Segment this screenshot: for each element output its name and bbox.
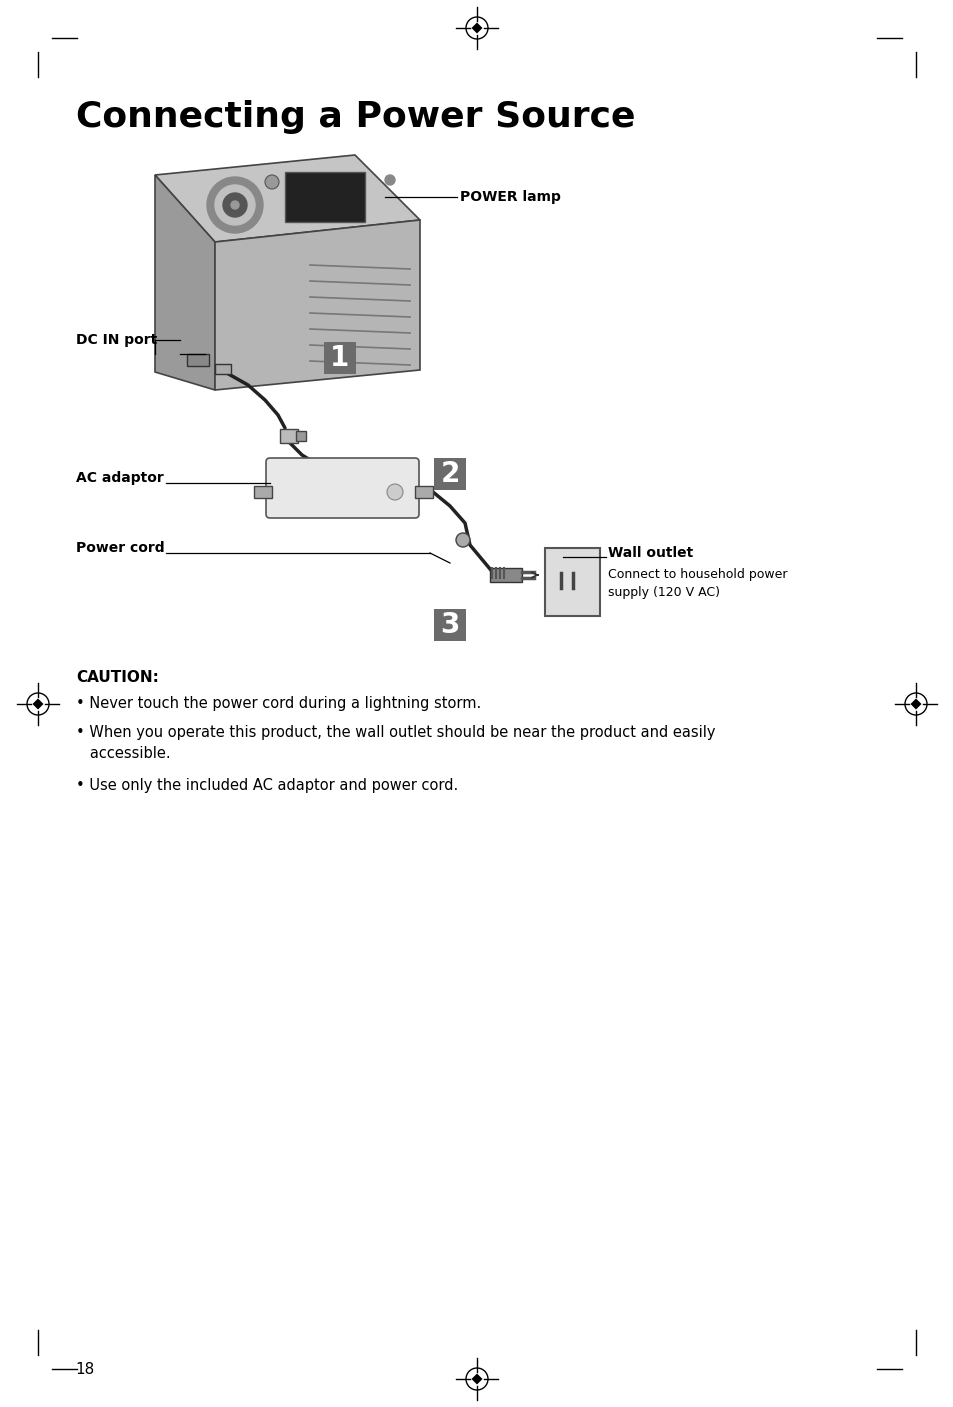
Bar [324,342,355,374]
Text: • When you operate this product, the wall outlet should be near the product and : • When you operate this product, the wal… [76,725,715,761]
Circle shape [223,193,247,217]
Circle shape [231,201,239,210]
Text: AC adaptor: AC adaptor [76,471,164,485]
Polygon shape [154,155,419,242]
Circle shape [207,177,263,234]
Circle shape [456,533,470,547]
Bar [280,429,297,443]
FancyBboxPatch shape [266,459,418,518]
Text: 3: 3 [440,611,459,639]
Text: DC IN port: DC IN port [76,333,157,348]
Text: 2: 2 [440,460,459,488]
Circle shape [265,174,278,189]
Text: POWER lamp: POWER lamp [459,190,560,204]
Bar [434,459,465,490]
Text: Power cord: Power cord [76,542,165,554]
Bar [214,364,231,374]
Text: 1: 1 [330,343,349,371]
Bar [253,485,272,498]
Polygon shape [471,1373,482,1384]
Polygon shape [471,23,482,34]
Circle shape [387,484,402,499]
Polygon shape [214,219,419,390]
Text: • Never touch the power cord during a lightning storm.: • Never touch the power cord during a li… [76,696,480,711]
Text: • Use only the included AC adaptor and power cord.: • Use only the included AC adaptor and p… [76,778,457,794]
Bar [187,355,209,366]
Bar [295,431,306,440]
Bar [434,609,465,642]
Bar [415,485,433,498]
Text: Wall outlet: Wall outlet [607,546,693,560]
Circle shape [385,174,395,184]
Polygon shape [32,698,44,709]
Bar [490,568,521,582]
Bar [544,547,599,616]
Text: Connect to household power
supply (120 V AC): Connect to household power supply (120 V… [607,568,786,599]
Text: 18: 18 [75,1362,94,1377]
Text: Connecting a Power Source: Connecting a Power Source [76,100,635,134]
Polygon shape [909,698,921,709]
Polygon shape [154,174,214,390]
Circle shape [214,184,254,225]
Bar [285,172,365,222]
Text: CAUTION:: CAUTION: [76,670,159,685]
